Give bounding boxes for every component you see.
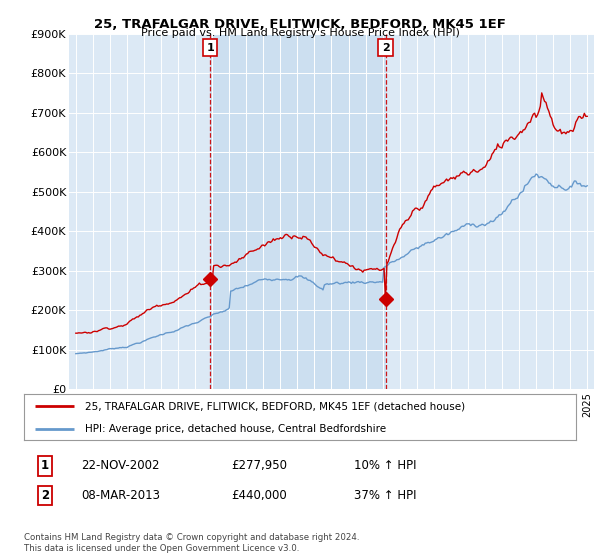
Text: 10% ↑ HPI: 10% ↑ HPI [354,459,416,473]
Text: 1: 1 [41,459,49,473]
Text: Contains HM Land Registry data © Crown copyright and database right 2024.
This d: Contains HM Land Registry data © Crown c… [24,533,359,553]
Text: £440,000: £440,000 [231,489,287,502]
Text: 2: 2 [41,489,49,502]
Bar [210,34,386,389]
Text: HPI: Average price, detached house, Central Bedfordshire: HPI: Average price, detached house, Cent… [85,424,386,435]
Text: 37% ↑ HPI: 37% ↑ HPI [354,489,416,502]
Text: Price paid vs. HM Land Registry's House Price Index (HPI): Price paid vs. HM Land Registry's House … [140,28,460,38]
Text: 22-NOV-2002: 22-NOV-2002 [81,459,160,473]
Text: 1: 1 [206,43,214,53]
Text: £277,950: £277,950 [231,459,287,473]
Text: 25, TRAFALGAR DRIVE, FLITWICK, BEDFORD, MK45 1EF (detached house): 25, TRAFALGAR DRIVE, FLITWICK, BEDFORD, … [85,401,465,411]
Text: 25, TRAFALGAR DRIVE, FLITWICK, BEDFORD, MK45 1EF: 25, TRAFALGAR DRIVE, FLITWICK, BEDFORD, … [94,18,506,31]
Text: 2: 2 [382,43,389,53]
Text: 08-MAR-2013: 08-MAR-2013 [81,489,160,502]
